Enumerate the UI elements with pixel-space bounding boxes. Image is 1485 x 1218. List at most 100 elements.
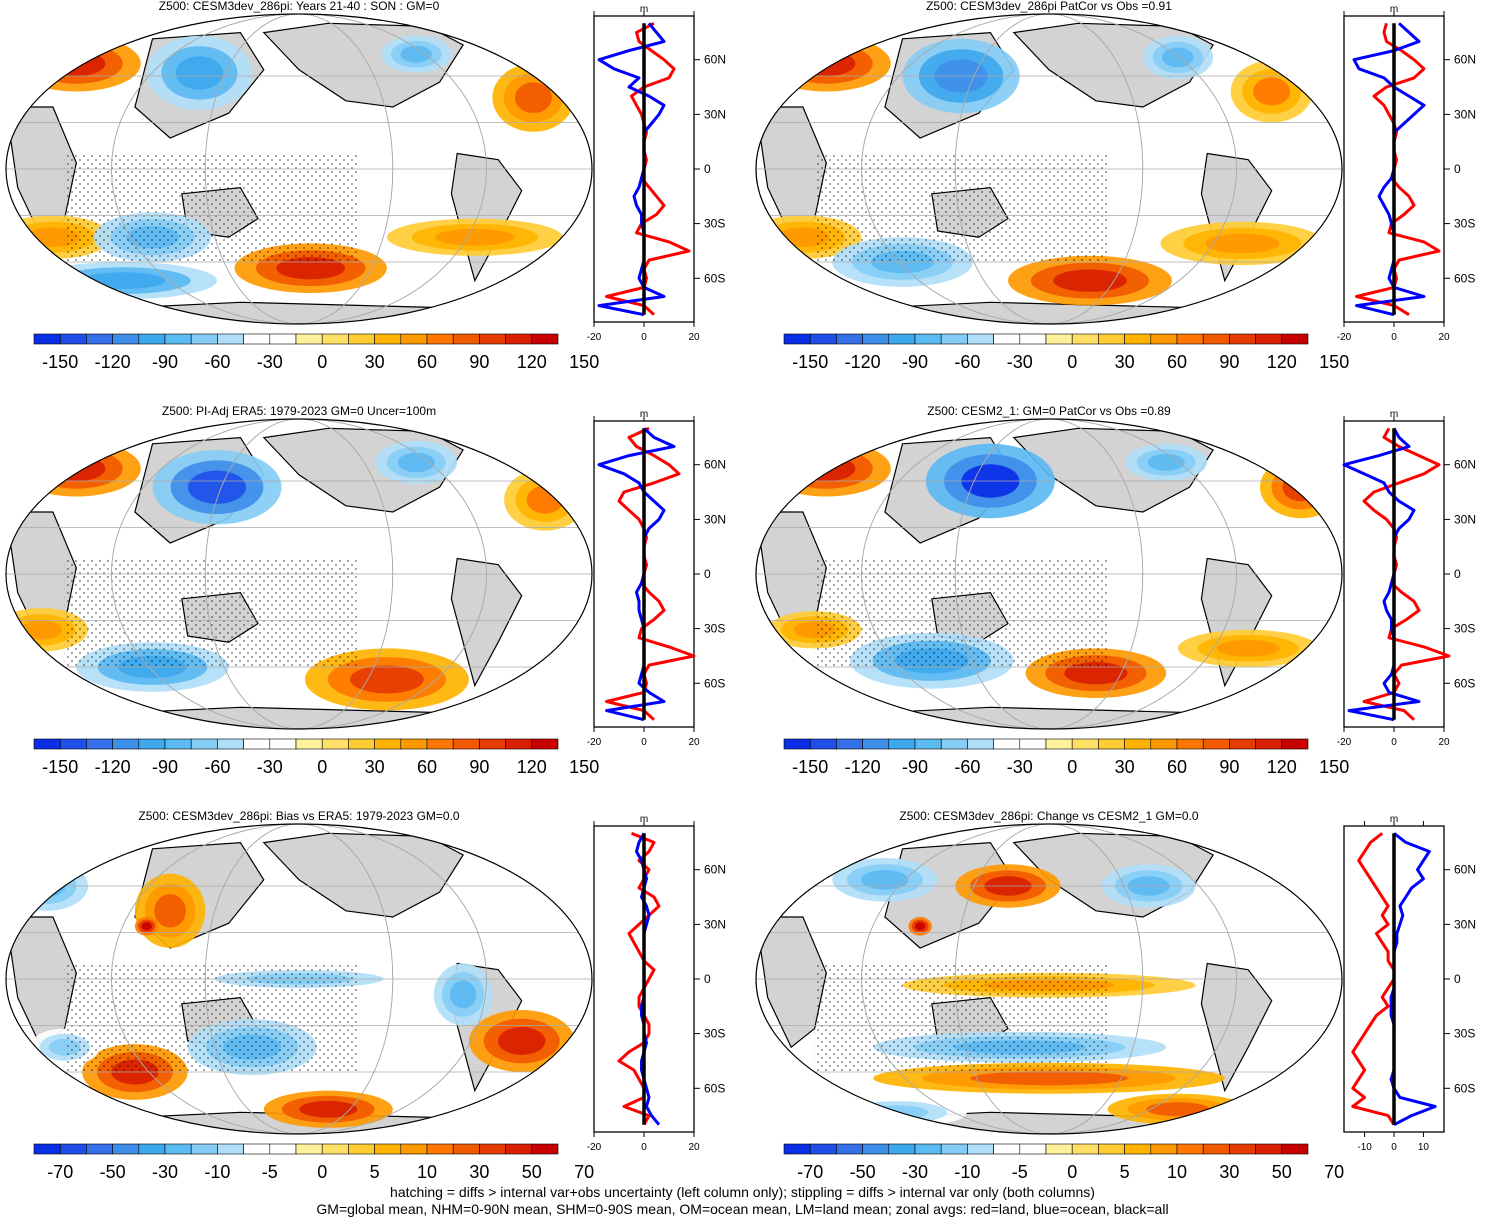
zonal-lat-label: 60S xyxy=(704,1081,725,1095)
colorbar-swatch xyxy=(531,333,559,345)
colorbar-swatch xyxy=(243,333,271,345)
anomaly-contour xyxy=(397,452,435,473)
zonal-lat-label: 0 xyxy=(1454,567,1461,581)
colorbar-swatch xyxy=(1071,1143,1099,1155)
zonal-lat-label: 60N xyxy=(1454,458,1476,472)
colorbar-swatch xyxy=(217,1143,244,1155)
panel-title: Z500: CESM2_1: GM=0 PatCor vs Obs =0.89 xyxy=(927,404,1171,418)
zonal-lat-label: 0 xyxy=(1454,162,1461,176)
colorbar-swatch xyxy=(426,333,454,345)
map-border xyxy=(755,13,1343,325)
colorbar-swatch xyxy=(1098,333,1125,345)
colorbar-swatch xyxy=(836,738,863,750)
zonal-lat-label: 30N xyxy=(1454,512,1476,526)
zonal-line-land xyxy=(1362,427,1451,721)
zonal-lat-label: 0 xyxy=(704,162,711,176)
map xyxy=(755,823,1343,1135)
colorbar-swatch xyxy=(479,1143,506,1155)
colorbar-swatch xyxy=(993,333,1021,345)
colorbar-label: -30 xyxy=(257,352,283,372)
panel-3: Z500: PI-Adj ERA5: 1979-2023 GM=0 Uncer=… xyxy=(5,404,726,777)
colorbar-swatch xyxy=(888,1143,916,1155)
zonal-x-tick-label: -20 xyxy=(1337,737,1352,748)
panel-title: Z500: CESM3dev_286pi: Bias vs ERA5: 1979… xyxy=(138,809,460,823)
colorbar-swatch xyxy=(348,333,375,345)
map-border xyxy=(755,823,1343,1135)
zonal-x-tick-label: -20 xyxy=(587,1142,602,1153)
colorbar-swatch xyxy=(138,333,166,345)
map xyxy=(755,13,1343,325)
colorbar-label: -90 xyxy=(152,757,178,777)
colorbar-swatch xyxy=(993,738,1021,750)
colorbar-label: 150 xyxy=(569,757,599,777)
anomaly-contour xyxy=(797,51,856,77)
colorbar-swatch xyxy=(1019,333,1047,345)
colorbar-label: 50 xyxy=(522,1162,542,1182)
zonal-x-tick-label: -20 xyxy=(587,332,602,343)
colorbar-label: 0 xyxy=(1067,352,1077,372)
colorbar-swatch xyxy=(505,738,533,750)
graticule xyxy=(111,824,487,1134)
graticule xyxy=(111,14,487,324)
colorbar-swatch xyxy=(862,333,890,345)
colorbar-swatch xyxy=(1124,333,1152,345)
colorbar-swatch xyxy=(164,1143,192,1155)
colorbar-swatch xyxy=(190,1143,218,1155)
colorbar-label: -30 xyxy=(1007,757,1033,777)
colorbar-label: -10 xyxy=(954,1162,980,1182)
colorbar-label: -90 xyxy=(902,757,928,777)
colorbar-label: 30 xyxy=(365,757,385,777)
colorbar-swatch xyxy=(400,333,428,345)
anomaly-contour xyxy=(1053,269,1127,292)
zonal-lat-label: 30N xyxy=(704,917,726,931)
colorbar-swatch xyxy=(1202,1143,1230,1155)
colorbar-swatch xyxy=(1176,333,1204,345)
colorbar-label: -60 xyxy=(954,757,980,777)
anomaly-contour xyxy=(914,922,926,931)
colorbar-swatch xyxy=(426,1143,454,1155)
anomaly-contour xyxy=(47,51,106,77)
colorbar-swatch xyxy=(1045,738,1073,750)
zonal-unit-label: m xyxy=(1390,4,1398,15)
colorbar-label: -60 xyxy=(204,757,230,777)
zonal-line-land xyxy=(605,21,691,316)
stippling xyxy=(814,963,1108,1072)
colorbar-label: -90 xyxy=(152,352,178,372)
zonal-x-tick-label: 0 xyxy=(1391,1142,1397,1153)
anomaly-contour xyxy=(435,228,515,246)
zonal-lat-label: 30S xyxy=(704,1027,725,1041)
colorbar-swatch xyxy=(1255,738,1283,750)
colorbar-swatch xyxy=(1281,333,1309,345)
zonal-lat-label: 60S xyxy=(704,676,725,690)
colorbar-swatch xyxy=(783,333,811,345)
colorbar-swatch xyxy=(59,333,87,345)
continent xyxy=(450,557,523,688)
anomaly-contour xyxy=(20,620,63,640)
colorbar-label: 120 xyxy=(1267,757,1297,777)
anomaly-contour xyxy=(1253,77,1291,106)
colorbar-label: -90 xyxy=(902,352,928,372)
colorbar-swatch xyxy=(452,333,480,345)
graticule xyxy=(954,14,1144,324)
colorbar-swatch xyxy=(59,1143,87,1155)
colorbar-label: 60 xyxy=(1167,757,1187,777)
anomaly-contour xyxy=(276,257,346,280)
colorbar-swatch xyxy=(112,738,140,750)
colorbar-swatch xyxy=(348,738,375,750)
panel-1: Z500: CESM3dev_286pi: Years 21-40 : SON … xyxy=(5,0,726,372)
colorbar-swatch xyxy=(269,1143,297,1155)
colorbar-swatch xyxy=(1202,738,1230,750)
colorbar-label: 150 xyxy=(1319,757,1349,777)
map-border xyxy=(5,418,593,730)
colorbar-label: -120 xyxy=(845,757,881,777)
colorbar-swatch xyxy=(967,1143,994,1155)
colorbar-swatch xyxy=(1229,1143,1256,1155)
colorbar-label: 0 xyxy=(1067,1162,1077,1182)
colorbar-label: -50 xyxy=(850,1162,876,1182)
colorbar-swatch xyxy=(1281,1143,1309,1155)
anomaly-contour xyxy=(47,456,106,482)
zonal-line-ocean xyxy=(1389,832,1437,1127)
colorbar-label: -70 xyxy=(797,1162,823,1182)
colorbar-swatch xyxy=(1255,333,1283,345)
zonal-unit-label: m xyxy=(1390,814,1398,825)
